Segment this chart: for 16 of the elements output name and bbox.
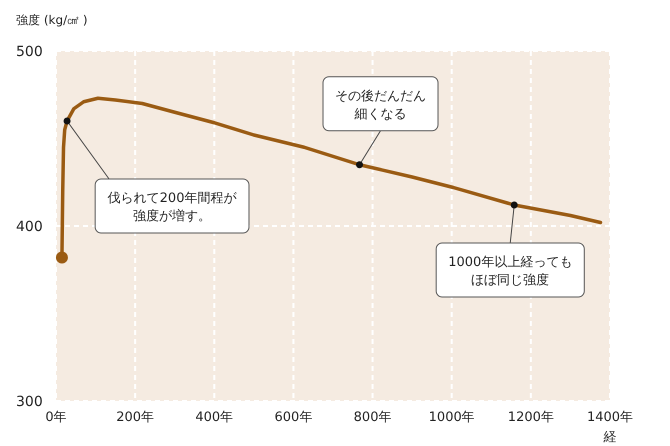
x-tick-label: 1200年 [508,410,554,425]
x-axis-title: 経 [602,430,616,445]
annotation: 1000年以上経ってもほぼ同じ強度 [448,255,572,288]
y-tick-label: 500 [16,44,43,60]
y-tick-label: 400 [16,219,43,235]
y-tick-label: 300 [16,394,43,410]
annotation: 伐られて200年間程が強度が増す。 [108,191,238,224]
x-tick-label: 400年 [195,410,234,425]
y-axis-title: 強度 (kg/㎠ ) [16,13,88,27]
x-tick-label: 1400年 [586,410,634,425]
x-tick-label: 0年 [45,410,67,425]
x-tick-label: 800年 [354,410,392,425]
annotation: その後だんだん細くなる [335,88,426,122]
x-tick-label: 1000年 [428,410,475,425]
x-tick-label: 200年 [116,410,154,425]
x-tick-label: 600年 [274,410,312,425]
